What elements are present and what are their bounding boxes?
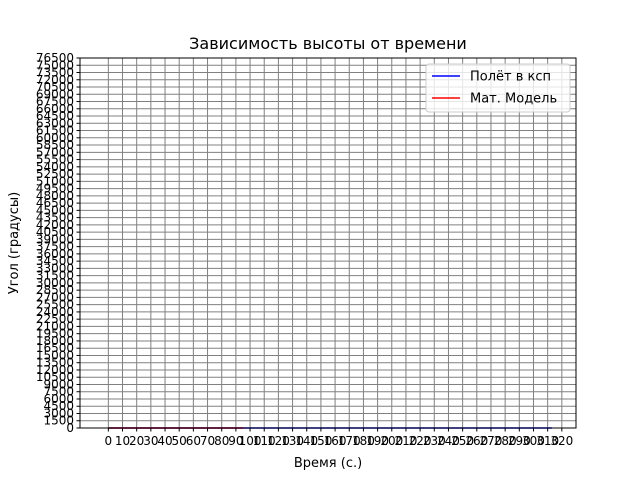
x-tick-label: 120 bbox=[267, 434, 290, 448]
x-tick-label: 60 bbox=[186, 434, 201, 448]
x-tick-label: 130 bbox=[281, 434, 304, 448]
x-tick-label: 260 bbox=[465, 434, 488, 448]
y-tick-label: 54000 bbox=[36, 160, 74, 174]
y-tick-label: 64500 bbox=[36, 109, 74, 123]
y-tick-label: 69000 bbox=[36, 87, 74, 101]
x-tick-label: 270 bbox=[480, 434, 503, 448]
y-tick-label: 34500 bbox=[36, 254, 74, 268]
y-tick-label: 76500 bbox=[36, 51, 74, 65]
y-tick-label: 42000 bbox=[36, 218, 74, 232]
y-tick-label: 39000 bbox=[36, 232, 74, 246]
x-tick-label: 140 bbox=[295, 434, 318, 448]
y-tick-label: 49500 bbox=[36, 182, 74, 196]
y-tick-label: 15000 bbox=[36, 348, 74, 362]
x-tick-label: 50 bbox=[172, 434, 187, 448]
y-tick-label: 33000 bbox=[36, 261, 74, 275]
y-tick-label: 27000 bbox=[36, 290, 74, 304]
x-tick-label: 250 bbox=[451, 434, 474, 448]
x-tick-label: 150 bbox=[309, 434, 332, 448]
legend-label-model: Мат. Модель bbox=[470, 92, 557, 107]
y-tick-label: 48000 bbox=[36, 189, 74, 203]
y-tick-label: 55500 bbox=[36, 153, 74, 167]
y-tick-label: 57000 bbox=[36, 145, 74, 159]
legend-box bbox=[425, 63, 571, 113]
y-tick-label: 19500 bbox=[36, 327, 74, 341]
y-tick-label: 31500 bbox=[36, 269, 74, 283]
x-tick-label: 110 bbox=[253, 434, 276, 448]
chart-title: Зависимость высоты от времени bbox=[189, 34, 467, 53]
y-tick-label: 72000 bbox=[36, 73, 74, 87]
y-tick-label: 51000 bbox=[36, 174, 74, 188]
y-tick-label: 12000 bbox=[36, 363, 74, 377]
x-tick-label: 210 bbox=[394, 434, 417, 448]
grid bbox=[80, 57, 576, 429]
y-tick-label: 46500 bbox=[36, 196, 74, 210]
y-tick-label: 58500 bbox=[36, 138, 74, 152]
y-tick-label: 67500 bbox=[36, 95, 74, 109]
y-tick-label: 52500 bbox=[36, 167, 74, 181]
x-tick-label: 10 bbox=[115, 434, 130, 448]
x-tick-label: 190 bbox=[366, 434, 389, 448]
x-tick-label: 230 bbox=[423, 434, 446, 448]
x-tick-label: 70 bbox=[200, 434, 215, 448]
y-tick-label: 1500 bbox=[43, 414, 74, 428]
y-tick-label: 66000 bbox=[36, 102, 74, 116]
y-tick-label: 10500 bbox=[36, 370, 74, 384]
y-tick-label: 61500 bbox=[36, 124, 74, 138]
y-tick-label: 73500 bbox=[36, 66, 74, 80]
x-tick-label: 160 bbox=[324, 434, 347, 448]
y-tick-label: 43500 bbox=[36, 211, 74, 225]
y-tick-label: 21000 bbox=[36, 319, 74, 333]
x-tick-label: 0 bbox=[105, 434, 113, 448]
x-tick-label: 80 bbox=[214, 434, 229, 448]
y-axis-title: Угол (градусы) bbox=[7, 192, 22, 294]
y-tick-label: 6000 bbox=[43, 392, 74, 406]
y-tick-label: 22500 bbox=[36, 312, 74, 326]
x-axis-title: Время (с.) bbox=[294, 456, 362, 471]
y-tick-label: 37500 bbox=[36, 240, 74, 254]
y-tick-label: 18000 bbox=[36, 334, 74, 348]
y-tick-label: 36000 bbox=[36, 247, 74, 261]
y-axis: 0150030004500600075009000105001200013500… bbox=[36, 51, 80, 435]
y-tick-label: 25500 bbox=[36, 298, 74, 312]
y-tick-label: 24000 bbox=[36, 305, 74, 319]
x-tick-label: 290 bbox=[508, 434, 531, 448]
x-tick-label: 320 bbox=[550, 434, 573, 448]
x-tick-label: 90 bbox=[228, 434, 243, 448]
y-tick-label: 9000 bbox=[43, 377, 74, 391]
y-tick-label: 70500 bbox=[36, 80, 74, 94]
x-axis: 0 102030405060708090100110120130140150160… bbox=[105, 428, 573, 448]
y-tick-label: 63000 bbox=[36, 116, 74, 130]
y-tick-label: 16500 bbox=[36, 341, 74, 355]
legend: Полёт в ксп Мат. Модель bbox=[425, 63, 571, 113]
x-tick-label: 280 bbox=[494, 434, 517, 448]
plot-area bbox=[80, 58, 576, 428]
y-tick-label: 13500 bbox=[36, 356, 74, 370]
y-tick-label: 30000 bbox=[36, 276, 74, 290]
x-tick-label: 310 bbox=[536, 434, 559, 448]
y-tick-label: 0 bbox=[66, 421, 74, 435]
y-tick-label: 60000 bbox=[36, 131, 74, 145]
x-tick-label: 40 bbox=[157, 434, 172, 448]
x-tick-label: 240 bbox=[437, 434, 460, 448]
y-tick-label: 3000 bbox=[43, 406, 74, 420]
x-tick-label: 180 bbox=[352, 434, 375, 448]
y-tick-label: 45000 bbox=[36, 203, 74, 217]
x-tick-label: 170 bbox=[338, 434, 361, 448]
legend-label-flight: Полёт в ксп bbox=[470, 70, 551, 85]
x-tick-label: 30 bbox=[143, 434, 158, 448]
x-tick-label: 200 bbox=[380, 434, 403, 448]
y-tick-label: 28500 bbox=[36, 283, 74, 297]
x-tick-label: 300 bbox=[522, 434, 545, 448]
x-tick-label: 220 bbox=[409, 434, 432, 448]
y-tick-label: 7500 bbox=[43, 385, 74, 399]
plot-frame bbox=[79, 57, 577, 429]
y-tick-label: 4500 bbox=[43, 399, 74, 413]
x-tick-label: 100 bbox=[239, 434, 262, 448]
y-tick-label: 40500 bbox=[36, 225, 74, 239]
x-tick-label: 20 bbox=[129, 434, 144, 448]
y-tick-label: 75000 bbox=[36, 58, 74, 72]
